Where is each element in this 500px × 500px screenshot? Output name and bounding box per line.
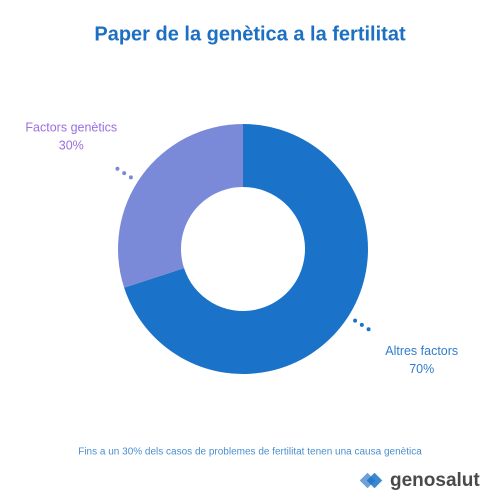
donut-slice xyxy=(117,124,243,288)
leader-dot xyxy=(366,327,371,332)
leader-dot xyxy=(353,318,358,323)
slice-value-label: 70% xyxy=(409,362,434,376)
slice-value-label: 30% xyxy=(59,139,84,153)
slice-label: Altres factors xyxy=(385,344,458,358)
leader-dot xyxy=(122,171,127,176)
leader-dot xyxy=(128,175,133,180)
chart-title: Paper de la genètica a la fertilitat xyxy=(94,23,406,45)
brand-name: genosalut xyxy=(390,470,480,491)
leader-dot xyxy=(359,322,364,327)
donut-slice xyxy=(124,124,368,375)
leader-dot xyxy=(115,166,120,171)
footnote: Fins a un 30% dels casos de problemes de… xyxy=(78,447,422,458)
slice-label: Factors genètics xyxy=(25,121,117,135)
